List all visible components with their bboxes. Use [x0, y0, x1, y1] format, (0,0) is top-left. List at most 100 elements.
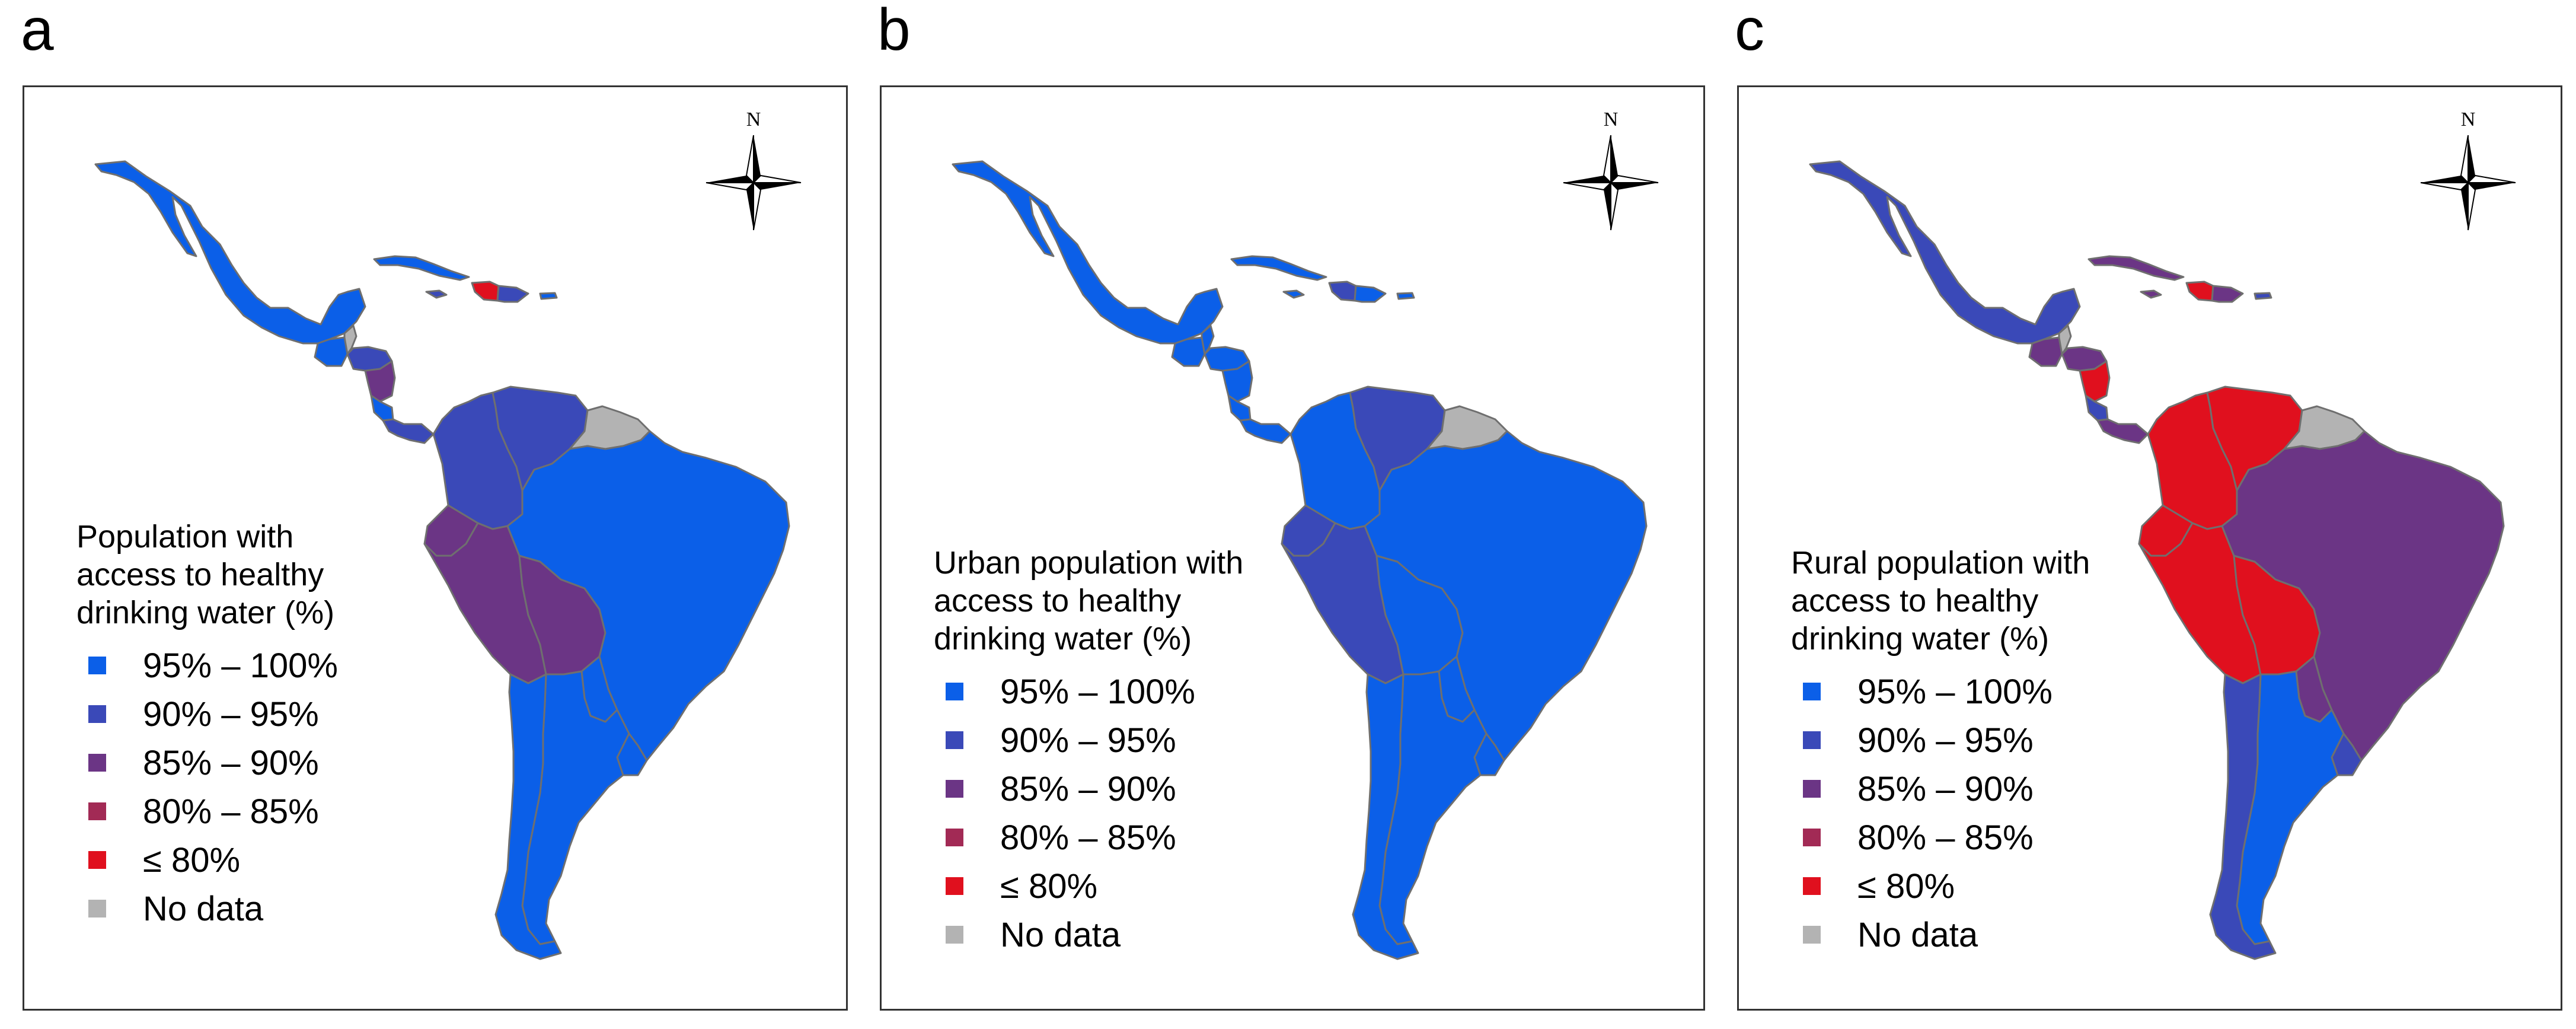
- legend-title-line: access to healthy: [934, 583, 1182, 619]
- region-haiti: [1328, 281, 1357, 302]
- legend-swatch: [88, 851, 106, 869]
- legend-item: 85% – 90%: [1791, 764, 2090, 813]
- region-mexico: [952, 160, 1224, 345]
- compass-north-label: N: [746, 109, 761, 130]
- region-mexico: [1809, 160, 2081, 345]
- legend-swatch: [88, 802, 106, 820]
- legend-label: No data: [1857, 915, 1978, 954]
- region-puerto-rico: [1396, 292, 1415, 300]
- region-chile: [1352, 673, 1419, 960]
- legend-swatch: [1803, 731, 1821, 749]
- legend-item: ≤ 80%: [1791, 862, 2090, 910]
- legend-label: 95% – 100%: [1000, 672, 1195, 711]
- region-panama: [2096, 418, 2149, 444]
- compass-north-label: N: [2460, 109, 2476, 130]
- choropleth-map: [1809, 160, 2505, 960]
- legend-label: 85% – 90%: [1857, 769, 2034, 808]
- legend-title-line: access to healthy: [1791, 583, 2039, 619]
- legend-item: 95% – 100%: [934, 667, 1243, 716]
- legend-item: ≤ 80%: [934, 862, 1243, 910]
- region-guatemala: [1171, 336, 1206, 367]
- legend-swatch: [946, 877, 963, 895]
- map-panel-b: N Urban population with access to health…: [880, 85, 1705, 1011]
- legend-swatch: [1803, 829, 1821, 846]
- legend: Rural population with access to healthy …: [1791, 544, 2090, 959]
- legend-label: 80% – 85%: [1857, 818, 2034, 857]
- legend-swatch: [88, 754, 106, 772]
- legend-item: 85% – 90%: [76, 738, 338, 787]
- legend-title-line: Population with: [76, 519, 294, 555]
- legend-title-line: drinking water (%): [934, 621, 1192, 657]
- compass-north-label: N: [1603, 109, 1619, 130]
- legend-swatch: [88, 900, 106, 918]
- legend-item: 80% – 85%: [1791, 813, 2090, 862]
- legend-item: 95% – 100%: [76, 641, 338, 690]
- region-mexico: [94, 160, 366, 345]
- legend-swatch: [946, 780, 963, 798]
- map-panel-a: N Population with access to healthy drin…: [23, 85, 848, 1011]
- legend: Urban population with access to healthy …: [934, 544, 1243, 959]
- legend-title-line: access to healthy: [76, 557, 324, 592]
- legend-rows: 95% – 100% 90% – 95% 85% – 90% 80% – 85% ≤ 8…: [76, 641, 338, 933]
- legend-title: Urban population with access to healthy …: [934, 544, 1243, 658]
- panel-a-letter: a: [21, 0, 54, 63]
- legend-label: 95% – 100%: [1857, 672, 2052, 711]
- region-dominican: [2211, 285, 2244, 303]
- region-nicaragua: [1221, 360, 1253, 403]
- legend-label: ≤ 80%: [1857, 866, 1955, 906]
- legend-title-line: drinking water (%): [76, 595, 335, 630]
- legend-swatch: [946, 829, 963, 846]
- map-panel-c: N Rural population with access to health…: [1737, 85, 2562, 1011]
- legend-swatch: [1803, 780, 1821, 798]
- compass-rose-icon: N: [1560, 109, 1661, 233]
- legend-title-line: drinking water (%): [1791, 621, 2050, 657]
- legend-item: No data: [934, 910, 1243, 959]
- legend-swatch: [946, 926, 963, 944]
- region-brazil: [1364, 430, 1648, 762]
- legend-title: Population with access to healthy drinki…: [76, 518, 338, 632]
- legend-rows: 95% – 100% 90% – 95% 85% – 90% 80% – 85% ≤ 8…: [1791, 667, 2090, 959]
- region-puerto-rico: [539, 292, 558, 300]
- choropleth-map: [94, 160, 790, 960]
- region-guatemala: [314, 336, 349, 367]
- legend-item: 80% – 85%: [76, 787, 338, 836]
- legend-item: 90% – 95%: [934, 716, 1243, 764]
- legend-label: No data: [143, 889, 264, 928]
- legend-item: No data: [76, 884, 338, 933]
- legend-swatch: [1803, 683, 1821, 700]
- region-cuba: [2087, 255, 2185, 281]
- legend-item: 80% – 85%: [934, 813, 1243, 862]
- legend-swatch: [88, 705, 106, 723]
- region-guatemala: [2028, 336, 2063, 367]
- panel-c-letter: c: [1735, 0, 1764, 63]
- compass-star: [1563, 135, 1659, 231]
- region-chile: [2209, 673, 2277, 960]
- legend-item: 85% – 90%: [934, 764, 1243, 813]
- region-chile: [494, 673, 562, 960]
- panel-b-letter: b: [877, 0, 911, 63]
- compass-star: [706, 135, 802, 231]
- region-belize: [1201, 324, 1215, 355]
- region-belize: [343, 324, 357, 355]
- region-jamaica: [1282, 289, 1305, 299]
- legend-label: 85% – 90%: [143, 743, 319, 782]
- legend-title-line: Urban population with: [934, 545, 1244, 581]
- region-jamaica: [425, 289, 448, 299]
- legend-label: 85% – 90%: [1000, 769, 1176, 808]
- legend-label: 95% – 100%: [143, 646, 338, 685]
- legend: Population with access to healthy drinki…: [76, 518, 338, 933]
- legend-item: ≤ 80%: [76, 836, 338, 884]
- legend-item: 90% – 95%: [76, 690, 338, 738]
- region-nicaragua: [2079, 360, 2111, 403]
- region-puerto-rico: [2253, 292, 2272, 300]
- legend-item: 90% – 95%: [1791, 716, 2090, 764]
- compass-rose-icon: N: [703, 109, 804, 233]
- legend-label: 90% – 95%: [143, 695, 319, 734]
- legend-title-line: Rural population with: [1791, 545, 2090, 581]
- compass-star: [2420, 135, 2516, 231]
- legend-label: No data: [1000, 915, 1121, 954]
- legend-rows: 95% – 100% 90% – 95% 85% – 90% 80% – 85% ≤ 8…: [934, 667, 1243, 959]
- region-dominican: [496, 285, 529, 303]
- legend-swatch: [946, 731, 963, 749]
- region-belize: [2058, 324, 2072, 355]
